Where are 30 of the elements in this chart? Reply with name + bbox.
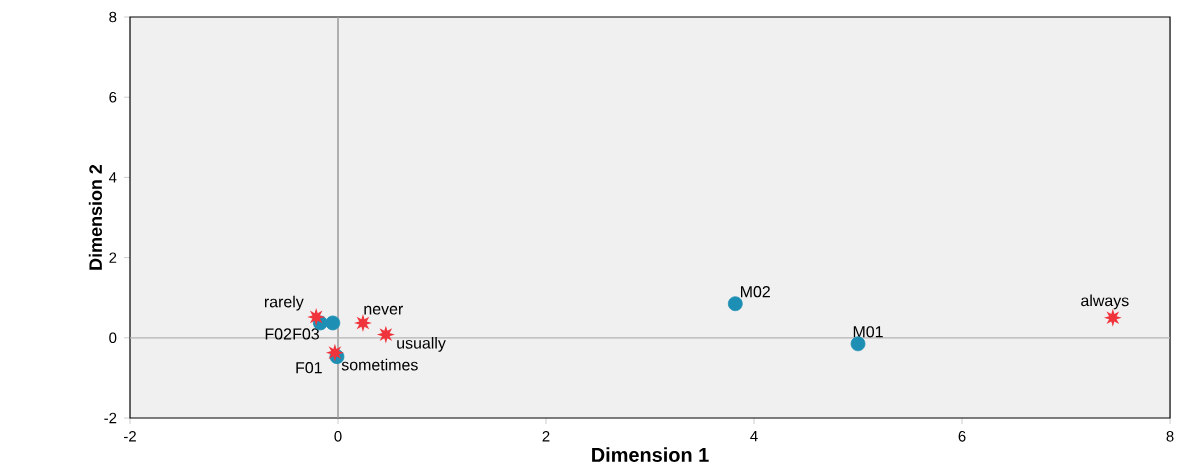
point <box>325 343 344 362</box>
y-tick-label: 2 <box>109 252 117 263</box>
x-tick-label: 6 <box>958 431 966 442</box>
annotation: sometimes <box>341 358 418 371</box>
annotation: F03 <box>293 328 319 340</box>
y-axis-title: Dimension 2 <box>88 164 103 270</box>
annotation: M01 <box>853 326 883 338</box>
point <box>376 325 395 344</box>
annotation: F02 <box>265 328 292 340</box>
annotation: rarely <box>264 295 304 311</box>
annotation: M02 <box>741 286 770 298</box>
x-tick-label: 8 <box>1166 431 1174 442</box>
annotation: usually <box>397 336 446 352</box>
y-tick-label: 0 <box>109 332 117 344</box>
y-tick-label: -2 <box>104 412 117 424</box>
point <box>307 307 326 326</box>
annotation: F01 <box>296 362 322 374</box>
point <box>354 314 372 332</box>
x-tick-label: 2 <box>542 431 550 442</box>
annotation: always <box>1081 294 1129 310</box>
y-tick-label: 8 <box>109 11 117 23</box>
point <box>727 296 743 312</box>
x-axis-title: Dimension 1 <box>592 447 709 462</box>
x-tick-label: -2 <box>124 431 136 442</box>
point <box>325 315 341 331</box>
y-tick-label: 4 <box>108 172 117 183</box>
y-tick-label: 6 <box>109 91 117 103</box>
annotation: never <box>364 305 403 315</box>
x-tick-label: 0 <box>334 431 342 442</box>
x-tick-label: 4 <box>750 431 758 442</box>
